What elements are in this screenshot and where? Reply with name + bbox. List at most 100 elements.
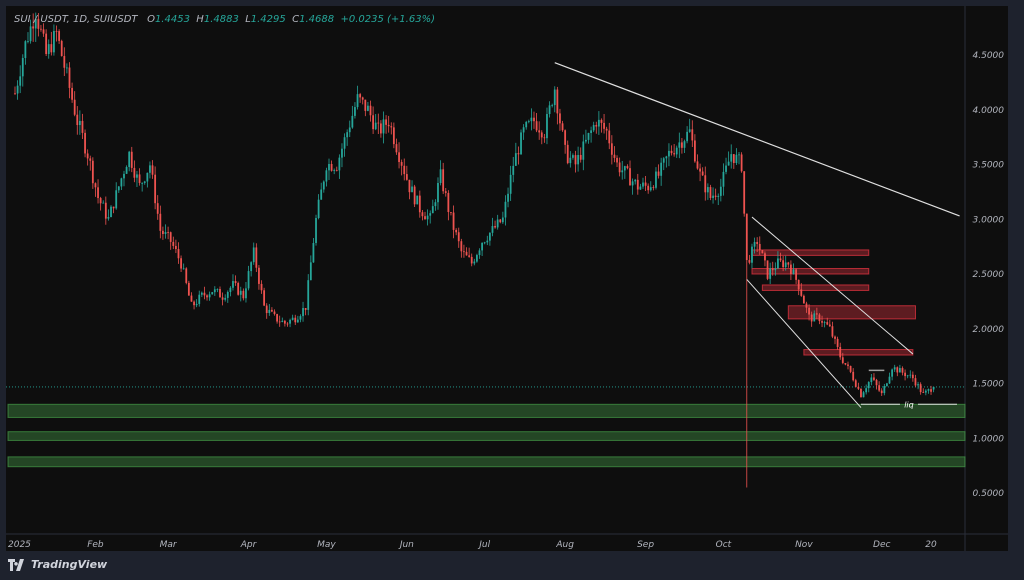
price-tick-label: 1.0000: [973, 434, 1005, 444]
candle-body: [613, 154, 616, 158]
candle-body: [527, 121, 530, 122]
candle-body: [738, 154, 740, 156]
candle-body: [494, 226, 496, 228]
candle-body: [714, 195, 717, 197]
wedge-upper-line: [751, 216, 914, 355]
candle-body: [177, 249, 180, 259]
candle-body: [187, 282, 190, 296]
candle-body: [463, 251, 465, 253]
candle-body: [307, 280, 310, 310]
candle-body: [574, 155, 577, 165]
candle-body: [514, 153, 517, 166]
candle-body: [400, 162, 403, 166]
candle-body: [138, 174, 141, 183]
high-value: 1.4883: [203, 14, 239, 25]
candle-body: [149, 165, 151, 173]
candle-body: [390, 126, 393, 128]
candle-body: [826, 322, 829, 325]
candle-body: [501, 217, 504, 223]
candle-body: [258, 267, 260, 284]
candle-body: [683, 141, 686, 148]
candle-body: [610, 143, 613, 155]
candle-body: [800, 289, 803, 296]
candle-body: [896, 367, 899, 373]
candle-body: [27, 41, 29, 42]
candle-body: [234, 281, 237, 283]
candle-body: [455, 229, 458, 233]
candle-body: [699, 168, 701, 172]
candle-body: [496, 219, 499, 228]
candle-body: [486, 240, 489, 243]
candle-body: [335, 169, 338, 171]
candle-body: [263, 290, 266, 306]
candle-body: [860, 388, 862, 398]
candle-body: [795, 269, 797, 280]
low-label: L: [245, 14, 251, 25]
candle-body: [566, 144, 569, 164]
candle-body: [932, 386, 935, 390]
time-tick-label: Sep: [637, 540, 654, 550]
candle-body: [73, 99, 76, 115]
candle-body: [647, 185, 650, 191]
candle-body: [512, 165, 515, 175]
candle-body: [429, 213, 432, 216]
candle-body: [893, 367, 896, 370]
candle-body: [47, 44, 50, 54]
liq-label: liq: [904, 400, 914, 409]
candle-body: [411, 186, 413, 193]
candle-body: [190, 295, 193, 302]
price-tick-label: 4.5000: [973, 51, 1005, 61]
candle-body: [338, 157, 341, 171]
candle-body: [180, 258, 182, 269]
candle-body: [325, 170, 328, 182]
time-tick-label: 2025: [8, 540, 31, 550]
candle-body: [862, 392, 865, 398]
low-value: 1.4295: [250, 14, 286, 25]
candle-body: [914, 378, 917, 386]
candle-body: [125, 167, 128, 174]
candle-body: [553, 89, 556, 106]
candle-body: [40, 28, 42, 30]
change-value: +0.0235 (+1.63%): [340, 14, 435, 25]
candle-body: [681, 142, 683, 148]
support-zone: [7, 431, 966, 441]
candle-body: [268, 309, 271, 314]
candle-body: [478, 250, 481, 256]
candle-body: [239, 290, 242, 295]
candle-body: [686, 131, 689, 142]
candle-body: [597, 119, 600, 127]
candle-body: [431, 206, 434, 214]
candle-body: [797, 279, 800, 290]
tradingview-brand[interactable]: TradingView: [8, 558, 107, 571]
candle-body: [688, 129, 691, 132]
symbol-name: SUI / USDT, 1D, SUIUSDT: [14, 14, 138, 25]
price-chart[interactable]: 4.5000 4.0000 3.5000 3.0000 2.5000 2.0000 1.50…: [6, 6, 1008, 551]
candle-body: [32, 26, 35, 29]
close-label: C: [292, 14, 300, 25]
candle-body: [403, 165, 406, 175]
candle-body: [55, 31, 58, 32]
candle-body: [434, 202, 437, 207]
candle-body: [701, 171, 704, 176]
candle-body: [673, 153, 676, 155]
candle-body: [208, 294, 211, 298]
candle-body: [777, 258, 779, 269]
candle-body: [374, 122, 377, 130]
time-tick-label: Mar: [160, 540, 178, 550]
candle-body: [19, 76, 22, 86]
candle-body: [460, 241, 463, 252]
chart-panel[interactable]: 4.5000 4.0000 3.5000 3.0000 2.5000 2.0000 1.50…: [6, 6, 1008, 551]
high-label: H: [196, 14, 204, 25]
candle-body: [603, 122, 605, 129]
candle-body: [660, 162, 663, 176]
candle-body: [883, 385, 886, 394]
candle-body: [151, 165, 154, 175]
candle-body: [766, 260, 769, 279]
candle-body: [802, 295, 805, 304]
candle-body: [587, 133, 590, 140]
candle-body: [709, 187, 712, 198]
candle-body: [377, 122, 380, 124]
candle-body: [481, 242, 483, 251]
candle-body: [252, 247, 255, 263]
descending-trendline: [554, 62, 960, 217]
